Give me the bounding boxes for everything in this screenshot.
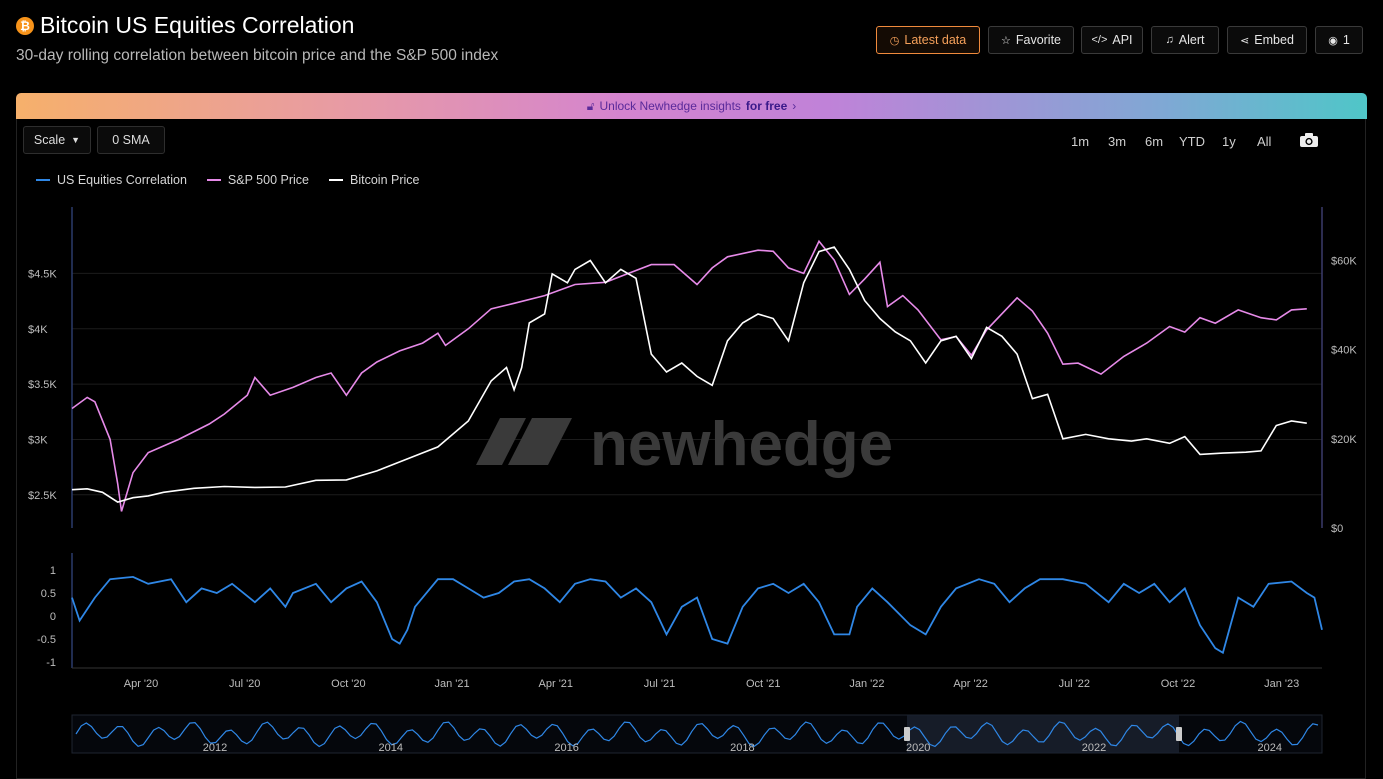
x-tick-label: Apr '22 [953, 678, 988, 690]
x-tick-label: Oct '22 [1161, 678, 1196, 690]
alert-button[interactable]: ♫ Alert [1151, 26, 1219, 54]
banner-text: Unlock Newhedge insights [599, 99, 741, 113]
watermark-text: newhedge [590, 410, 893, 479]
range-all[interactable]: All [1257, 134, 1272, 149]
favorite-label: Favorite [1015, 33, 1062, 47]
range-1m[interactable]: 1m [1071, 134, 1090, 149]
api-button[interactable]: </> API [1081, 26, 1143, 54]
range-3m[interactable]: 3m [1108, 134, 1127, 149]
sma-label: 0 SMA [112, 133, 150, 147]
navigator-window [907, 715, 1179, 753]
x-tick-label: Jan '23 [1264, 678, 1299, 690]
favorite-button[interactable]: ☆ Favorite [988, 26, 1074, 54]
range-ytd[interactable]: YTD [1179, 134, 1205, 149]
left-tick-label: $4.5K [28, 268, 57, 280]
sma-button[interactable]: 0 SMA [97, 126, 165, 154]
right-tick-label: $0 [1331, 523, 1343, 535]
left-tick-label: $3.5K [28, 379, 57, 391]
legend-swatch-bitcoin [329, 179, 343, 181]
navigator-year-label: 2020 [906, 742, 930, 754]
bitcoin-line [71, 246, 1307, 503]
api-label: API [1112, 33, 1133, 47]
corr-tick-label: 1 [50, 565, 56, 577]
navigator-handle-right [1176, 727, 1182, 741]
chart-legend: US Equities Correlation S&P 500 Price Bi… [36, 173, 419, 187]
x-tick-label: Jul '21 [644, 678, 675, 690]
page-subtitle: 30-day rolling correlation between bitco… [16, 47, 499, 64]
x-tick-label: Apr '21 [539, 678, 574, 690]
legend-label-sp500: S&P 500 Price [227, 173, 309, 187]
title-row: ₿ Bitcoin US Equities Correlation [16, 12, 354, 39]
navigator-year-label: 2012 [203, 742, 227, 754]
legend-item-correlation[interactable]: US Equities Correlation [36, 173, 187, 187]
code-icon: </> [1091, 34, 1108, 46]
navigator-year-label: 2022 [1082, 742, 1106, 754]
banner-cta: for free [745, 99, 788, 113]
latest-data-button[interactable]: ◷ Latest data [876, 26, 980, 54]
unlock-banner[interactable]: 🔓︎ Unlock Newhedge insights for free › [16, 93, 1367, 119]
navigator-year-label: 2024 [1258, 742, 1282, 754]
newhedge-logo-icon [476, 418, 572, 465]
x-tick-label: Apr '20 [124, 678, 159, 690]
x-tick-label: Jan '21 [435, 678, 470, 690]
lock-icon: 🔓︎ [586, 98, 595, 113]
views-count: 1 [1342, 33, 1350, 47]
legend-swatch-sp500 [206, 179, 221, 181]
navigator-year-label: 2016 [554, 742, 578, 754]
bitcoin-logo-icon: ₿ [16, 16, 34, 35]
embed-label: Embed [1254, 33, 1294, 47]
corr-tick-label: -1 [46, 657, 56, 669]
eye-icon: ◉ [1328, 34, 1338, 47]
corr-tick-label: 0.5 [41, 588, 56, 600]
legend-label-bitcoin: Bitcoin Price [350, 173, 420, 187]
chevron-right-icon: › [792, 99, 797, 113]
corr-tick-label: -0.5 [37, 634, 56, 646]
range-1y[interactable]: 1y [1222, 134, 1236, 149]
page-title: Bitcoin US Equities Correlation [40, 12, 355, 38]
latest-data-label: Latest data [904, 33, 967, 47]
range-6m[interactable]: 6m [1145, 134, 1164, 149]
corr-tick-label: 0 [50, 611, 56, 623]
x-tick-label: Jan '22 [849, 678, 884, 690]
right-tick-label: $40K [1331, 345, 1357, 357]
left-tick-label: $2.5K [28, 490, 57, 502]
scale-dropdown[interactable]: Scale ▼ [23, 126, 91, 154]
left-tick-label: $3K [28, 434, 48, 446]
camera-icon[interactable] [1299, 132, 1319, 148]
bell-icon: ♫ [1165, 34, 1174, 46]
navigator-handle-left [904, 727, 910, 741]
share-icon: ⋖ [1240, 34, 1250, 47]
x-tick-label: Jul '22 [1059, 678, 1090, 690]
legend-item-bitcoin[interactable]: Bitcoin Price [329, 173, 419, 187]
star-icon: ☆ [1000, 34, 1011, 47]
navigator-year-label: 2014 [379, 742, 403, 754]
clock-icon: ◷ [889, 34, 900, 47]
x-tick-label: Jul '20 [229, 678, 260, 690]
legend-item-sp500[interactable]: S&P 500 Price [206, 173, 309, 187]
legend-swatch-correlation [36, 179, 50, 181]
navigator-year-label: 2018 [730, 742, 754, 754]
scale-label: Scale [33, 133, 66, 147]
right-tick-label: $60K [1331, 256, 1357, 268]
correlation-line [71, 575, 1323, 655]
right-tick-label: $20K [1331, 434, 1357, 446]
alert-label: Alert [1178, 33, 1205, 47]
x-tick-label: Oct '21 [746, 678, 781, 690]
navigator-line [75, 720, 1319, 748]
x-tick-label: Oct '20 [331, 678, 366, 690]
sp500-line [71, 239, 1307, 512]
views-button[interactable]: ◉ 1 [1315, 26, 1363, 54]
legend-label-correlation: US Equities Correlation [57, 173, 187, 187]
embed-button[interactable]: ⋖ Embed [1227, 26, 1307, 54]
chevron-down-icon: ▼ [71, 135, 81, 145]
left-tick-label: $4K [28, 324, 48, 336]
